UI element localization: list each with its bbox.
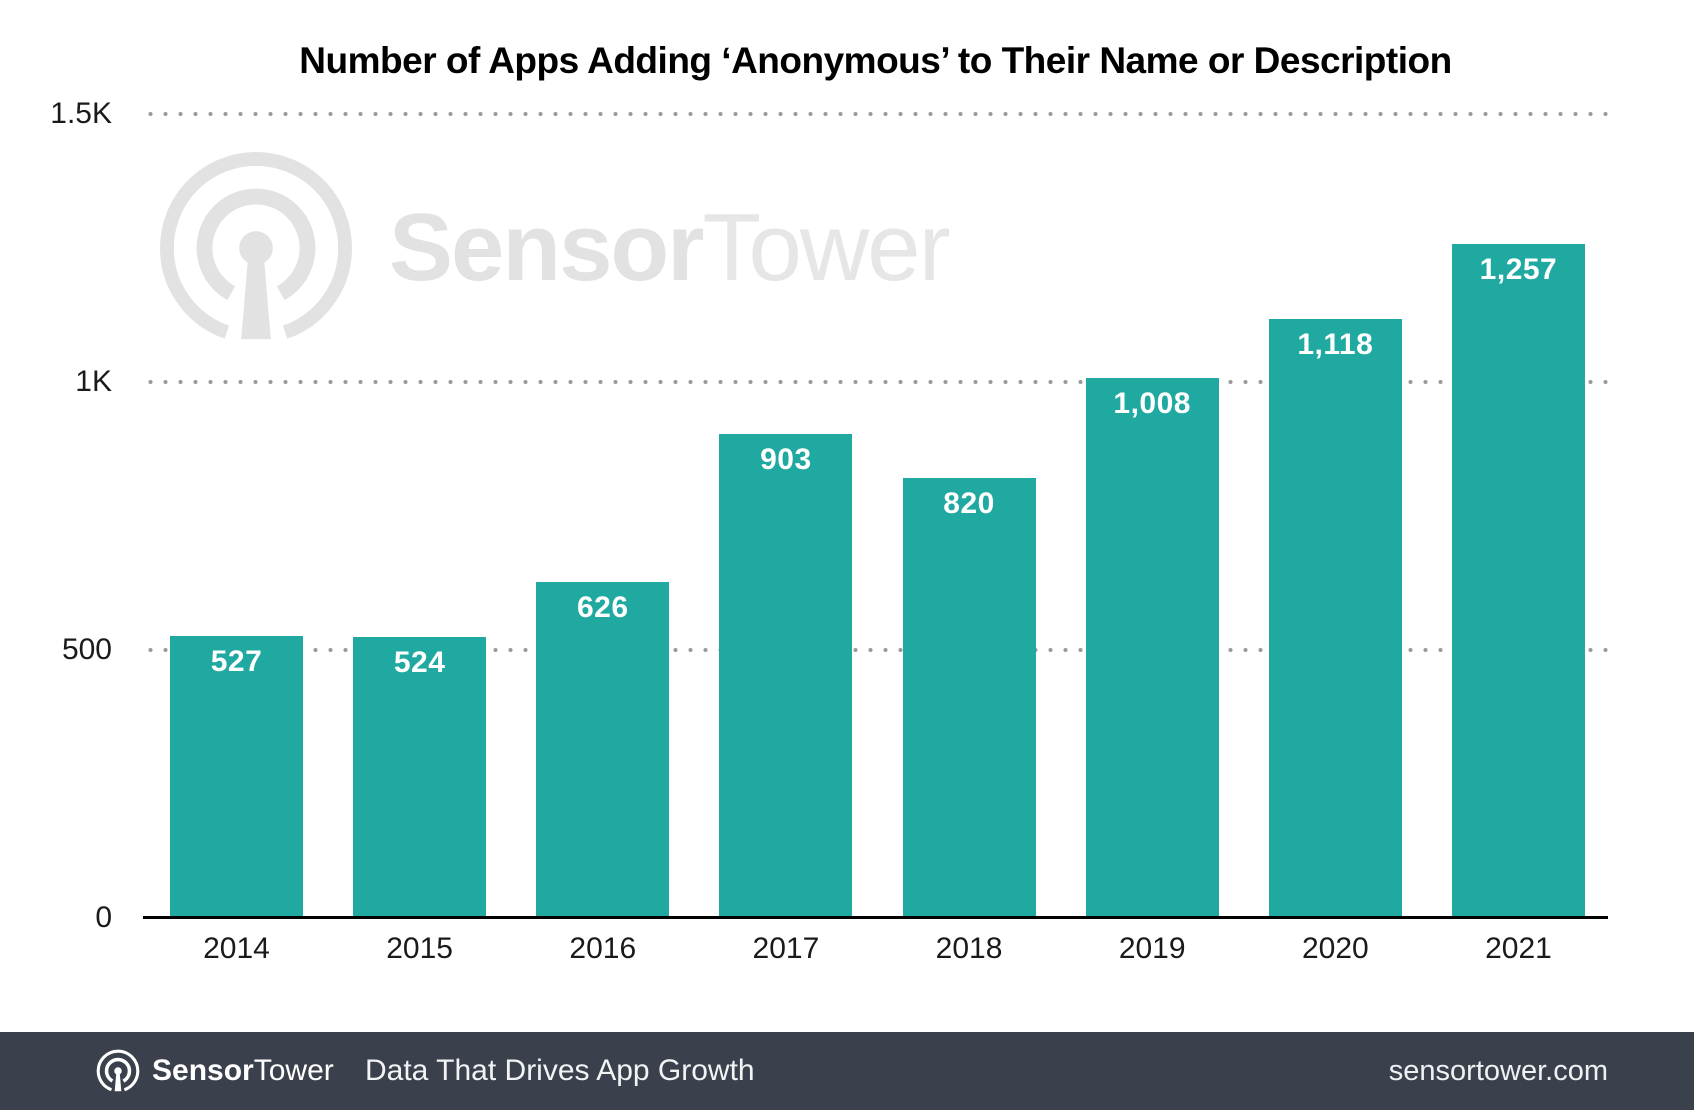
bar-2017: 903 <box>719 433 853 918</box>
bar-2021: 1,257 <box>1451 244 1585 918</box>
bar-2018: 820 <box>902 478 1036 918</box>
bar-value-2021: 1,257 <box>1479 253 1558 287</box>
y-axis-tick-1K: 1K <box>75 365 112 398</box>
bar-value-2015: 524 <box>393 646 446 680</box>
bar-2016: 626 <box>536 582 670 918</box>
sensor-tower-logo-icon <box>159 151 353 345</box>
x-axis-tick-2021: 2021 <box>1485 932 1552 965</box>
x-axis-tick-2016: 2016 <box>569 932 637 965</box>
footer-bar: SensorTower Data That Drives App Growth … <box>0 1032 1694 1110</box>
sensor-tower-logo-icon <box>96 1049 140 1093</box>
x-axis-tick-2014: 2014 <box>203 932 270 965</box>
bar-2019: 1,008 <box>1085 377 1219 918</box>
bar-value-2019: 1,008 <box>1113 386 1191 420</box>
footer-brand-bold: Sensor <box>152 1054 254 1087</box>
gridline-500 <box>143 648 1608 652</box>
bar-2014: 527 <box>170 635 303 918</box>
footer-website: sensortower.com <box>1388 1055 1608 1087</box>
x-axis-tick-2017: 2017 <box>752 932 820 965</box>
bar-value-2018: 820 <box>943 487 995 521</box>
x-axis-line <box>143 916 1608 919</box>
gridline-1K <box>143 380 1608 384</box>
watermark: SensorTower <box>157 148 951 348</box>
bar-2020: 1,118 <box>1268 318 1402 918</box>
bar-value-2020: 1,118 <box>1297 327 1374 361</box>
bar-value-2014: 527 <box>210 644 263 678</box>
x-axis-tick-2019: 2019 <box>1118 932 1186 965</box>
y-axis-tick-1.5K: 1.5K <box>50 97 112 130</box>
y-axis-tick-500: 500 <box>61 633 112 666</box>
bar-value-2016: 626 <box>576 591 629 625</box>
bar-2015: 524 <box>353 637 487 918</box>
footer-brand-light: Tower <box>253 1054 334 1087</box>
gridline-1.5K <box>143 112 1608 116</box>
chart-title: Number of Apps Adding ‘Anonymous’ to The… <box>299 40 1452 81</box>
watermark-text: SensorTower <box>389 148 951 348</box>
x-axis-tick-2020: 2020 <box>1301 932 1369 965</box>
bar-value-2017: 903 <box>760 442 812 476</box>
x-axis-tick-2015: 2015 <box>386 932 453 965</box>
y-axis-tick-0: 0 <box>95 901 112 934</box>
footer-brand: SensorTower <box>152 1032 334 1110</box>
footer-tagline: Data That Drives App Growth <box>365 1054 755 1087</box>
watermark-brand-light: Tower <box>702 194 950 301</box>
watermark-brand-bold: Sensor <box>389 194 704 301</box>
x-axis-tick-2018: 2018 <box>935 932 1003 965</box>
